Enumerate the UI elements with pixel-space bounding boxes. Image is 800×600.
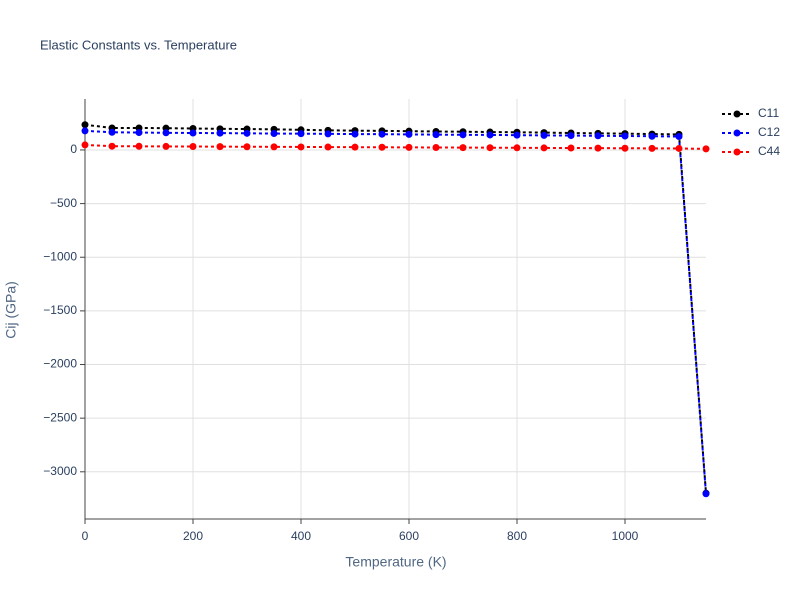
chart-title: Elastic Constants vs. Temperature [40,37,237,52]
data-point [567,132,575,140]
y-tick-label: −3000 [43,464,77,478]
series-line [84,143,707,150]
data-point [648,132,656,140]
data-point [216,143,224,151]
data-point [297,143,305,151]
data-point [324,143,332,151]
data-point [108,128,116,136]
legend-marker [733,129,741,137]
grid [80,99,706,524]
data-point [621,144,629,152]
data-point [351,143,359,151]
data-point [297,130,305,138]
y-tick-label: 0 [70,142,77,156]
y-tick-label: −1500 [43,303,77,317]
data-point [81,141,89,149]
data-point [405,130,413,138]
data-point [675,133,683,141]
x-tick-label: 400 [291,529,311,543]
x-tick-label: 0 [82,529,89,543]
data-point [270,143,278,151]
data-point [270,130,278,138]
legend-label: C11 [758,106,779,120]
data-point [486,131,494,139]
data-point [378,130,386,138]
y-tick-label: −2500 [43,410,77,424]
data-point [81,121,89,129]
data-point [432,131,440,139]
data-point [567,144,575,152]
data-point [108,142,116,150]
data-point [540,131,548,139]
legend-label: C12 [758,125,780,139]
legend-marker [733,148,741,156]
data-point [648,144,656,152]
legend-label: C44 [758,144,780,158]
data-point [702,490,710,498]
x-tick-label: 800 [507,529,527,543]
data-point [243,143,251,151]
x-axis-title: Temperature (K) [345,554,446,570]
y-axis-title: Cij (GPa) [3,281,19,339]
data-point [189,143,197,151]
data-point [513,144,521,152]
data-point [351,130,359,138]
data-point [189,129,197,137]
data-point [513,131,521,139]
data-point [594,132,602,140]
data-point [162,129,170,137]
data-point [216,129,224,137]
data-point [405,143,413,151]
series-line [84,123,707,494]
x-tick-label: 1000 [612,529,639,543]
y-tick-label: −2000 [43,357,77,371]
plot-area [81,121,710,498]
data-point [675,144,683,152]
data-point [621,132,629,140]
data-point [540,144,548,152]
data-point [324,130,332,138]
data-point [432,143,440,151]
legend-marker [733,110,741,118]
data-point [162,142,170,150]
y-tick-label: −1000 [43,249,77,263]
data-point [459,131,467,139]
data-point [459,144,467,152]
data-point [702,145,710,153]
x-tick-label: 200 [183,529,203,543]
y-tick-label: −500 [50,196,77,210]
data-point [378,143,386,151]
x-tick-label: 600 [399,529,419,543]
data-point [243,129,251,137]
data-point [81,127,89,135]
data-point [135,129,143,137]
data-point [486,144,494,152]
data-point [135,142,143,150]
data-point [594,144,602,152]
series-line [84,129,707,494]
